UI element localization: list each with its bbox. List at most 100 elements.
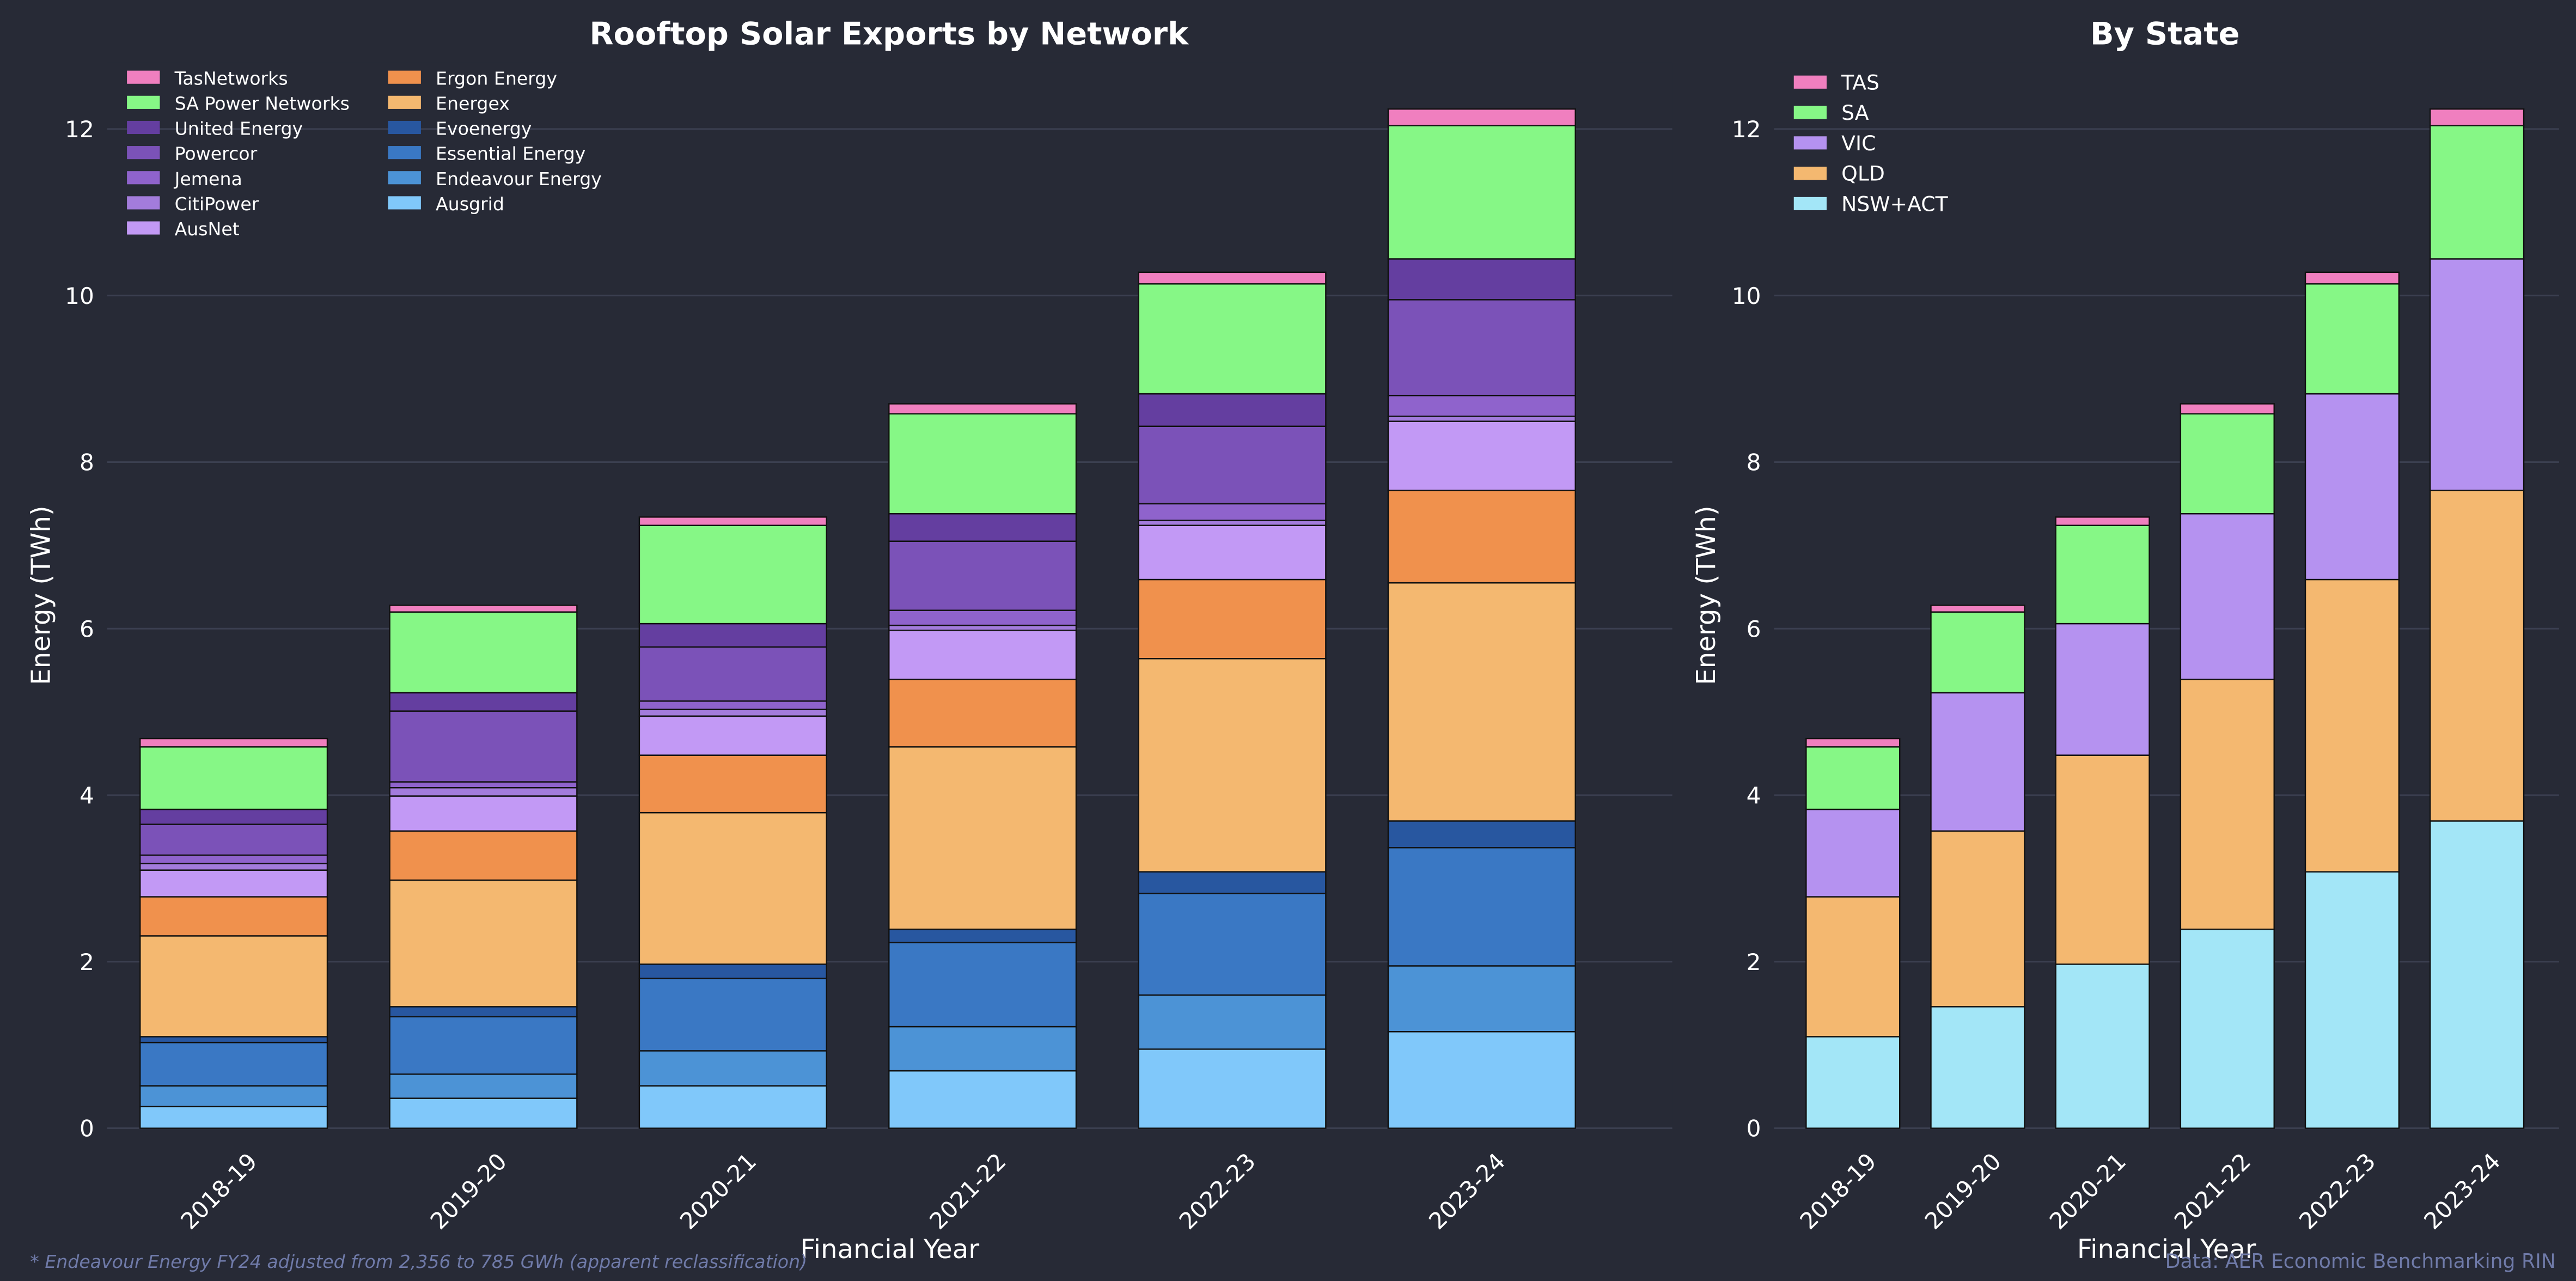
bar-segment xyxy=(139,854,328,864)
legend-label: TasNetworks xyxy=(174,68,288,89)
bar-segment xyxy=(389,830,578,881)
bar-segment xyxy=(2429,125,2525,260)
bar-segment xyxy=(1930,611,2025,694)
bar-segment xyxy=(2055,623,2150,756)
bar-segment xyxy=(1387,258,1576,301)
bar-segment xyxy=(888,540,1077,611)
bar-segment xyxy=(2304,871,2400,1129)
y-axis-label: Energy (TWh) xyxy=(1691,505,1722,685)
legend-swatch xyxy=(127,171,160,185)
x-tick-label: 2018-19 xyxy=(1794,1148,1881,1235)
x-tick-label: 2019-20 xyxy=(425,1148,512,1235)
bar-segment xyxy=(139,1106,328,1129)
bar-segment xyxy=(389,879,578,1008)
legend-item: SA Power Networks xyxy=(127,93,350,114)
bar-segment xyxy=(1387,582,1576,822)
y-axis-label: Energy (TWh) xyxy=(26,505,56,685)
y-tick-label: 12 xyxy=(65,116,94,143)
x-axis-label: Financial Year xyxy=(2077,1234,2256,1265)
legend-item: Powercor xyxy=(127,143,258,164)
x-tick-label: 2022-23 xyxy=(1174,1148,1261,1235)
bar-segment xyxy=(638,516,827,526)
y-tick-label: 12 xyxy=(1732,116,1761,143)
bar-segment xyxy=(1387,420,1576,491)
legend-swatch xyxy=(127,95,160,109)
bar-segment xyxy=(888,928,1077,943)
bar-segment xyxy=(1805,1036,1901,1129)
bar-segment xyxy=(1930,1006,2025,1129)
bar-segment xyxy=(1138,503,1327,521)
legend-item: NSW+ACT xyxy=(1793,192,1949,216)
legend-label: CitiPower xyxy=(175,193,259,215)
y-tick-label: 4 xyxy=(80,782,94,809)
bar-segment xyxy=(888,630,1077,680)
legend-item: Energex xyxy=(388,93,510,114)
bar-segment xyxy=(1387,965,1576,1033)
x-tick-label: 2022-23 xyxy=(2294,1148,2380,1235)
bar-segment xyxy=(888,942,1077,1028)
bar-segment xyxy=(2429,108,2525,126)
bar-segment xyxy=(638,715,827,756)
bar-segment xyxy=(1138,524,1327,581)
bar-segment xyxy=(389,1016,578,1075)
bar-segment xyxy=(1387,299,1576,396)
bar-segment xyxy=(1805,746,1901,810)
bar-segment xyxy=(139,746,328,810)
bar-segment xyxy=(888,609,1077,626)
legend-item: TAS xyxy=(1793,70,1879,94)
legend-swatch xyxy=(1793,167,1827,180)
bar-segment xyxy=(1805,737,1901,748)
legend: TasNetworks SA Power Networks United Energ… xyxy=(127,68,602,240)
bar-segment xyxy=(2304,578,2400,873)
bar-segment xyxy=(638,1050,827,1087)
bar-segment xyxy=(2180,679,2275,930)
bar-segment xyxy=(888,746,1077,930)
y-tick-label: 0 xyxy=(80,1115,94,1142)
bar-segment xyxy=(1138,520,1327,526)
legend-swatch xyxy=(127,120,160,135)
bar-segment xyxy=(1930,692,2025,832)
x-axis-label: Financial Year xyxy=(800,1234,979,1265)
legend-label: Powercor xyxy=(175,143,258,164)
source-note: Data: AER Economic Benchmarking RIN xyxy=(2165,1249,2556,1273)
bar-segment xyxy=(2055,754,2150,965)
legend-swatch xyxy=(127,221,160,235)
legend-label: Jemena xyxy=(174,168,242,190)
legend-item: Ergon Energy xyxy=(388,68,557,89)
bar-segment xyxy=(638,623,827,648)
y-tick-label: 8 xyxy=(1747,449,1761,476)
legend-item: CitiPower xyxy=(127,193,259,215)
bar-segment xyxy=(1138,271,1327,285)
bar-segment xyxy=(1387,847,1576,967)
bar-segment xyxy=(1387,394,1576,417)
legend-label: NSW+ACT xyxy=(1841,192,1948,216)
bar-segment xyxy=(638,646,827,702)
legend-label: Ergon Energy xyxy=(436,68,557,89)
bar-segment xyxy=(1387,490,1576,584)
y-tick-label: 4 xyxy=(1747,782,1761,809)
bar-segment xyxy=(638,700,827,710)
bar-segment xyxy=(2180,513,2275,680)
legend-swatch xyxy=(1793,197,1827,210)
bar-segment xyxy=(1387,125,1576,260)
legend-item: Ausgrid xyxy=(388,193,504,215)
y-tick-label: 10 xyxy=(1732,283,1761,309)
bar-segment xyxy=(389,605,578,613)
y-tick-label: 2 xyxy=(80,949,94,975)
bar-segment xyxy=(389,1097,578,1129)
x-tick-label: 2023-24 xyxy=(1424,1148,1510,1235)
bar-segment xyxy=(2429,820,2525,1129)
legend-label: United Energy xyxy=(175,118,303,139)
legend-item: QLD xyxy=(1793,162,1885,186)
legend-label: AusNet xyxy=(175,218,240,240)
bar-segment xyxy=(389,1006,578,1017)
legend-swatch xyxy=(388,171,421,185)
x-tick-label: 2018-19 xyxy=(175,1148,262,1235)
chart-title: Rooftop Solar Exports by Network xyxy=(589,15,1189,52)
bar-segment xyxy=(1930,830,2025,1008)
bar-segment xyxy=(139,1041,328,1087)
bar-segment xyxy=(1138,578,1327,660)
legend-item: VIC xyxy=(1793,131,1876,155)
legend-swatch xyxy=(388,196,421,210)
bar-segment xyxy=(888,413,1077,515)
